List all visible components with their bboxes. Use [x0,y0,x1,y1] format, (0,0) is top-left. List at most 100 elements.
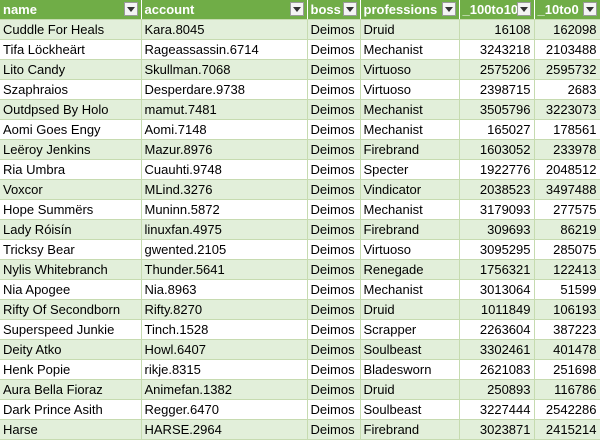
cell-professions[interactable]: Mechanist [360,99,460,120]
cell-10to0[interactable]: 178561 [534,119,600,140]
cell-10to0[interactable]: 3223073 [534,99,600,120]
cell-100to10[interactable]: 3179093 [459,199,535,220]
cell-professions[interactable]: Firebrand [360,139,460,160]
cell-10to0[interactable]: 86219 [534,219,600,240]
cell-10to0[interactable]: 285075 [534,239,600,260]
filter-dropdown-button[interactable] [441,2,456,16]
column-header-professions[interactable]: professions [360,0,460,20]
cell-100to10[interactable]: 3505796 [459,99,535,120]
cell-professions[interactable]: Druid [360,299,460,320]
filter-dropdown-button[interactable] [342,2,357,16]
cell-account[interactable]: Mazur.8976 [141,139,308,160]
cell-name[interactable]: Hope Summërs [0,199,142,220]
cell-professions[interactable]: Virtuoso [360,59,460,80]
cell-10to0[interactable]: 387223 [534,319,600,340]
cell-account[interactable]: Howl.6407 [141,339,308,360]
cell-boss[interactable]: Deimos [307,239,361,260]
cell-name[interactable]: Dark Prince Asith [0,399,142,420]
cell-10to0[interactable]: 106193 [534,299,600,320]
cell-name[interactable]: Cuddle For Heals [0,19,142,40]
cell-boss[interactable]: Deimos [307,399,361,420]
cell-boss[interactable]: Deimos [307,59,361,80]
cell-account[interactable]: Rageassassin.6714 [141,39,308,60]
cell-10to0[interactable]: 2048512 [534,159,600,180]
cell-10to0[interactable]: 2103488 [534,39,600,60]
cell-100to10[interactable]: 2038523 [459,179,535,200]
cell-account[interactable]: Nia.8963 [141,279,308,300]
filter-dropdown-button[interactable] [123,2,138,16]
cell-boss[interactable]: Deimos [307,199,361,220]
cell-account[interactable]: Tinch.1528 [141,319,308,340]
cell-100to10[interactable]: 1922776 [459,159,535,180]
cell-professions[interactable]: Specter [360,159,460,180]
cell-boss[interactable]: Deimos [307,179,361,200]
cell-professions[interactable]: Mechanist [360,119,460,140]
cell-account[interactable]: Thunder.5641 [141,259,308,280]
cell-professions[interactable]: Scrapper [360,319,460,340]
column-header-10to0[interactable]: _10to0 [534,0,600,20]
cell-name[interactable]: Leëroy Jenkins [0,139,142,160]
filter-dropdown-button[interactable] [516,2,531,16]
cell-account[interactable]: MLind.3276 [141,179,308,200]
cell-10to0[interactable]: 2415214 [534,419,600,440]
cell-account[interactable]: Animefan.1382 [141,379,308,400]
cell-professions[interactable]: Virtuoso [360,239,460,260]
cell-account[interactable]: HARSE.2964 [141,419,308,440]
cell-100to10[interactable]: 16108 [459,19,535,40]
column-header-name[interactable]: name [0,0,142,20]
cell-account[interactable]: Cuauhti.9748 [141,159,308,180]
cell-name[interactable]: Lady Róisín [0,219,142,240]
cell-name[interactable]: Rifty Of Secondborn [0,299,142,320]
cell-account[interactable]: rikje.8315 [141,359,308,380]
cell-boss[interactable]: Deimos [307,339,361,360]
cell-professions[interactable]: Bladesworn [360,359,460,380]
cell-100to10[interactable]: 3243218 [459,39,535,60]
cell-10to0[interactable]: 116786 [534,379,600,400]
cell-professions[interactable]: Druid [360,379,460,400]
cell-name[interactable]: Deity Atko [0,339,142,360]
cell-100to10[interactable]: 2575206 [459,59,535,80]
cell-professions[interactable]: Druid [360,19,460,40]
cell-professions[interactable]: Mechanist [360,39,460,60]
cell-professions[interactable]: Mechanist [360,199,460,220]
cell-boss[interactable]: Deimos [307,299,361,320]
cell-100to10[interactable]: 1756321 [459,259,535,280]
cell-account[interactable]: Aomi.7148 [141,119,308,140]
cell-100to10[interactable]: 165027 [459,119,535,140]
cell-boss[interactable]: Deimos [307,39,361,60]
cell-name[interactable]: Nylis Whitebranch [0,259,142,280]
cell-professions[interactable]: Soulbeast [360,339,460,360]
cell-10to0[interactable]: 162098 [534,19,600,40]
cell-boss[interactable]: Deimos [307,99,361,120]
cell-name[interactable]: Aura Bella Fioraz [0,379,142,400]
cell-100to10[interactable]: 3013064 [459,279,535,300]
cell-professions[interactable]: Vindicator [360,179,460,200]
cell-account[interactable]: Desperdare.9738 [141,79,308,100]
cell-100to10[interactable]: 309693 [459,219,535,240]
cell-boss[interactable]: Deimos [307,79,361,100]
cell-10to0[interactable]: 2595732 [534,59,600,80]
cell-name[interactable]: Szaphraios [0,79,142,100]
cell-10to0[interactable]: 122413 [534,259,600,280]
cell-100to10[interactable]: 2621083 [459,359,535,380]
cell-100to10[interactable]: 1603052 [459,139,535,160]
cell-name[interactable]: Tricksy Bear [0,239,142,260]
cell-10to0[interactable]: 251698 [534,359,600,380]
cell-name[interactable]: Aomi Goes Engy [0,119,142,140]
cell-10to0[interactable]: 2542286 [534,399,600,420]
cell-name[interactable]: Outdpsed By Holo [0,99,142,120]
cell-100to10[interactable]: 3023871 [459,419,535,440]
cell-100to10[interactable]: 3095295 [459,239,535,260]
cell-boss[interactable]: Deimos [307,319,361,340]
cell-professions[interactable]: Mechanist [360,279,460,300]
cell-boss[interactable]: Deimos [307,159,361,180]
cell-100to10[interactable]: 2398715 [459,79,535,100]
cell-account[interactable]: Muninn.5872 [141,199,308,220]
cell-professions[interactable]: Soulbeast [360,399,460,420]
column-header-boss[interactable]: boss [307,0,361,20]
cell-10to0[interactable]: 401478 [534,339,600,360]
cell-100to10[interactable]: 250893 [459,379,535,400]
cell-name[interactable]: Henk Popie [0,359,142,380]
cell-boss[interactable]: Deimos [307,119,361,140]
cell-10to0[interactable]: 233978 [534,139,600,160]
